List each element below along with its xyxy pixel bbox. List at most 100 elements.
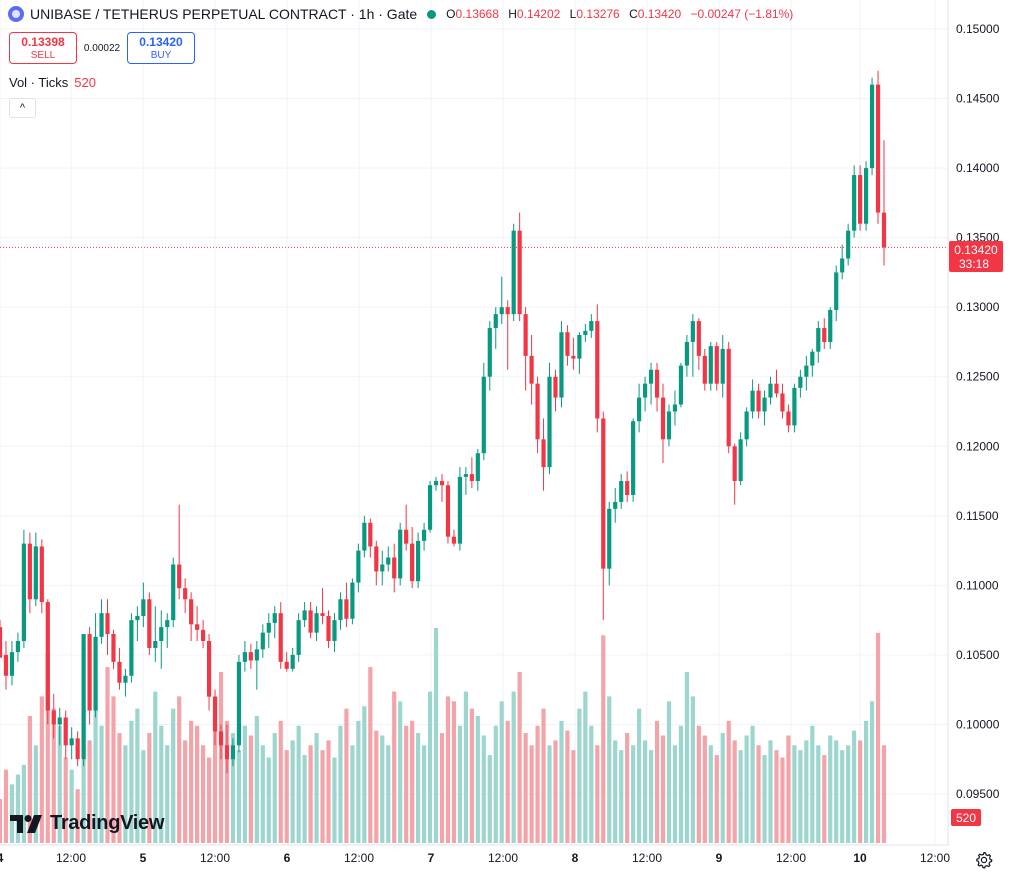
- volume-bar: [39, 696, 44, 843]
- candle-body: [762, 397, 767, 412]
- price-tick-label: 0.10500: [956, 648, 1000, 662]
- price-tick-label: 0.09500: [956, 787, 1000, 801]
- buy-button[interactable]: 0.13420 BUY: [127, 32, 195, 64]
- candle-body: [81, 634, 86, 760]
- volume-bar: [869, 701, 875, 843]
- volume-bar: [421, 745, 427, 843]
- volume-bar: [45, 652, 50, 843]
- high-label: H: [508, 7, 517, 21]
- volume-bar: [308, 745, 313, 843]
- gear-icon[interactable]: [975, 851, 993, 869]
- candle-body: [619, 481, 624, 502]
- candle-body: [720, 348, 725, 384]
- candle-body: [637, 397, 642, 422]
- volume-bar: [284, 750, 289, 843]
- candle-body: [421, 529, 427, 541]
- volume-bar: [159, 725, 164, 843]
- time-tick-label: 4: [0, 851, 4, 865]
- time-tick-label: 10: [853, 851, 867, 865]
- candle-body: [189, 599, 194, 625]
- volume-bar: [141, 750, 146, 843]
- candle-body: [517, 230, 522, 315]
- candle-body: [99, 613, 104, 637]
- candle-body: [571, 355, 576, 359]
- volume-bar: [780, 757, 785, 843]
- time-tick-label: 12:00: [776, 851, 806, 865]
- time-tick-label: 5: [140, 851, 147, 865]
- candle-body: [595, 321, 600, 419]
- candle-body: [183, 588, 188, 600]
- candle-body: [236, 661, 242, 746]
- candle-body: [410, 543, 415, 582]
- candle-body: [577, 335, 582, 359]
- volume-bar: [601, 635, 606, 843]
- candle-body: [51, 710, 56, 725]
- volume-bar: [386, 745, 391, 843]
- volume-legend[interactable]: Vol · Ticks 520: [9, 75, 96, 90]
- volume-bar: [439, 733, 445, 843]
- volume-bar: [350, 745, 355, 843]
- candle-body: [284, 661, 289, 669]
- candle-body: [165, 620, 170, 628]
- time-axis[interactable]: 4 12:00 5 12:00 6 12:00 7 12:00 8 12:00 9 12:00 10 12…: [0, 851, 950, 865]
- chart-header: UNIBASE / TETHERUS PERPETUAL CONTRACT · …: [8, 6, 793, 22]
- candle-body: [780, 393, 785, 412]
- candle-body: [840, 258, 845, 273]
- candle-body: [654, 369, 660, 398]
- sell-button[interactable]: 0.13398 SELL: [9, 32, 77, 64]
- symbol-logo-icon[interactable]: [8, 6, 24, 22]
- candle-body: [714, 346, 719, 384]
- candle-body: [875, 84, 881, 213]
- candle-body: [27, 543, 32, 600]
- last-price-label: 0.13420 33:18: [949, 241, 1003, 272]
- candle-body: [565, 332, 570, 356]
- volume-bar: [535, 725, 540, 843]
- volume-bar: [481, 735, 486, 843]
- symbol-title[interactable]: UNIBASE / TETHERUS PERPETUAL CONTRACT · …: [30, 6, 418, 22]
- candle-body: [87, 634, 92, 711]
- volume-bar: [834, 740, 839, 843]
- volume-bar: [553, 740, 558, 843]
- volume-bar: [356, 720, 361, 843]
- volume-bar: [684, 671, 689, 843]
- volume-bar: [577, 708, 582, 843]
- candle-body: [177, 564, 182, 589]
- low-value: 0.13276: [576, 7, 620, 21]
- volume-bar: [15, 774, 21, 843]
- high-value: 0.14202: [516, 7, 561, 21]
- candle-body: [260, 632, 265, 650]
- candle-body: [123, 675, 128, 683]
- volume-bar: [344, 708, 349, 843]
- volume-bar: [236, 750, 242, 843]
- volume-bar: [493, 725, 498, 843]
- market-status-icon[interactable]: [427, 9, 437, 19]
- volume-bar: [27, 715, 32, 843]
- candle-body: [607, 508, 612, 569]
- candle-body: [708, 346, 713, 384]
- volume-bar: [183, 740, 188, 843]
- candle-body: [117, 661, 122, 683]
- volume-bar: [87, 740, 92, 843]
- close-label: C: [629, 7, 638, 21]
- candle-body: [553, 376, 558, 398]
- volume-bar: [762, 755, 767, 843]
- candle-body: [386, 557, 391, 565]
- spread-value: 0.00022: [83, 42, 121, 54]
- candle-body: [547, 376, 552, 468]
- tradingview-logo[interactable]: TradingView: [10, 812, 164, 835]
- volume-bar: [332, 757, 337, 843]
- candle-body: [702, 355, 707, 384]
- volume-bar: [153, 691, 158, 843]
- volume-bar: [875, 632, 881, 843]
- volume-bar: [881, 745, 887, 843]
- volume-bar: [111, 696, 116, 843]
- candle-body: [625, 481, 630, 495]
- volume-bar: [248, 735, 253, 843]
- price-axis[interactable]: 0.150000.145000.140000.135000.130000.125…: [956, 22, 1000, 801]
- candle-body: [631, 421, 636, 495]
- candle-body: [159, 627, 164, 641]
- collapse-legend-button[interactable]: ^: [9, 98, 36, 118]
- volume-bar: [212, 696, 218, 843]
- volume-bar: [57, 725, 62, 843]
